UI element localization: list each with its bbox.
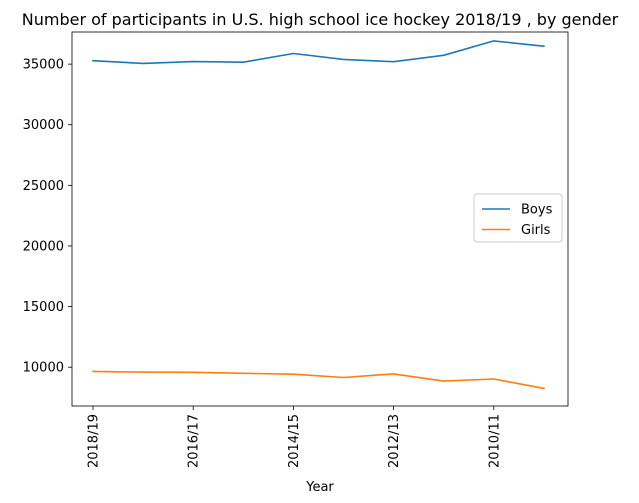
legend-label: Boys [521, 203, 553, 218]
x-tick-label: 2016/17 [187, 414, 202, 468]
x-tick-label: 2018/19 [87, 414, 102, 468]
x-tick-label: 2012/13 [387, 414, 402, 468]
x-axis-label: Year [305, 480, 334, 495]
x-tick-label: 2014/15 [287, 414, 302, 468]
plot-frame [71, 31, 569, 407]
x-tick-label: 2010/11 [487, 414, 502, 468]
y-tick-label: 25000 [23, 179, 64, 194]
plot-area: 10000 15000 20000 25000 30000 35000 2018/19 201… [23, 31, 569, 468]
y-tick-label: 15000 [23, 300, 64, 315]
y-tick-label: 10000 [23, 361, 64, 376]
chart-title: Number of participants in U.S. high scho… [22, 10, 619, 29]
legend-label: Girls [521, 223, 551, 238]
legend: Boys Girls [473, 193, 563, 243]
y-tick-label: 30000 [23, 118, 64, 133]
y-tick-label: 20000 [23, 239, 64, 254]
series-line-boys [92, 40, 545, 65]
y-tick-label: 35000 [23, 58, 64, 73]
series-line-girls [92, 370, 545, 390]
